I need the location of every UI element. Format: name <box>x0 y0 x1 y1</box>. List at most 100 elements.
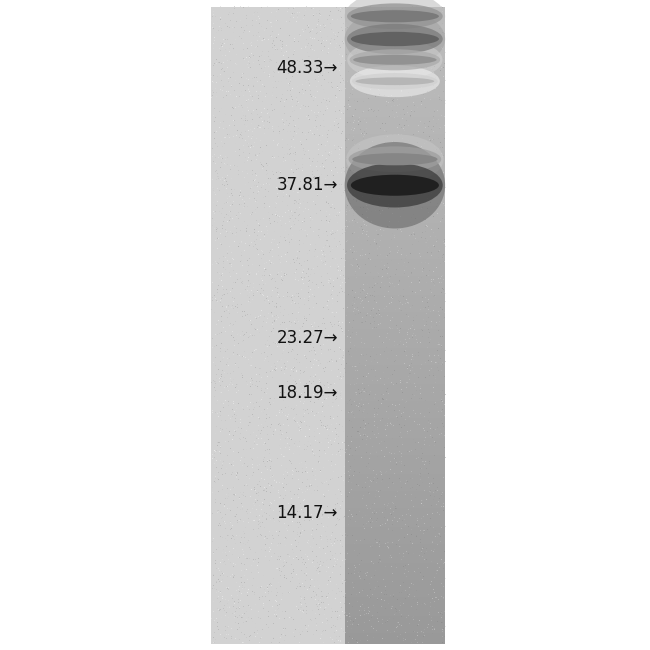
Bar <box>344 399 445 402</box>
Bar <box>344 465 445 467</box>
Bar <box>344 70 445 72</box>
Bar <box>344 28 445 30</box>
Bar <box>344 234 445 236</box>
Bar <box>344 298 445 300</box>
Bar <box>344 268 445 270</box>
Bar <box>344 495 445 497</box>
Bar <box>344 478 445 480</box>
Bar <box>344 140 445 142</box>
Bar <box>344 361 445 363</box>
Bar <box>344 142 445 144</box>
Bar <box>344 506 445 508</box>
Bar <box>344 444 445 446</box>
Bar <box>344 129 445 132</box>
Ellipse shape <box>347 163 443 207</box>
Bar <box>344 8 445 11</box>
Bar <box>344 53 445 55</box>
Bar <box>344 526 445 529</box>
Bar <box>344 57 445 60</box>
Bar <box>344 64 445 66</box>
Bar <box>344 68 445 70</box>
Bar <box>344 211 445 213</box>
Bar <box>344 543 445 546</box>
Bar <box>344 514 445 516</box>
Bar <box>344 109 445 111</box>
Bar <box>344 191 445 193</box>
Bar <box>344 521 445 523</box>
Bar <box>344 637 445 639</box>
Bar <box>344 291 445 293</box>
Bar <box>344 541 445 543</box>
Bar <box>344 540 445 541</box>
Bar <box>344 229 445 231</box>
Bar <box>344 72 445 75</box>
Bar <box>344 25 445 28</box>
Bar <box>344 134 445 136</box>
Bar <box>344 293 445 295</box>
Ellipse shape <box>351 32 439 46</box>
Bar <box>344 107 445 109</box>
Bar <box>344 285 445 287</box>
Bar <box>344 439 445 442</box>
Bar <box>344 124 445 125</box>
Bar <box>344 340 445 342</box>
Bar <box>344 512 445 514</box>
Bar <box>344 13 445 15</box>
Bar <box>344 480 445 482</box>
Bar <box>344 376 445 378</box>
Bar <box>344 155 445 157</box>
Bar <box>344 503 445 506</box>
Bar <box>344 30 445 32</box>
Ellipse shape <box>356 77 434 85</box>
Bar <box>344 554 445 556</box>
Bar <box>344 187 445 189</box>
Bar <box>344 147 445 149</box>
Bar <box>344 612 445 614</box>
Bar <box>344 535 445 538</box>
Bar <box>344 630 445 633</box>
Bar <box>344 32 445 34</box>
Bar <box>344 104 445 107</box>
Text: 14.17→: 14.17→ <box>276 504 338 523</box>
Bar <box>344 533 445 535</box>
Bar <box>344 240 445 242</box>
Bar <box>344 172 445 174</box>
Bar <box>344 121 445 124</box>
Ellipse shape <box>350 66 440 97</box>
Bar <box>344 253 445 255</box>
Bar <box>344 49 445 51</box>
Bar <box>344 408 445 410</box>
Bar <box>344 181 445 183</box>
Bar <box>344 616 445 618</box>
Bar <box>344 20 445 21</box>
Bar <box>344 412 445 414</box>
Bar <box>344 548 445 550</box>
Ellipse shape <box>352 73 437 90</box>
Bar <box>344 308 445 310</box>
Bar <box>344 170 445 172</box>
Bar <box>344 102 445 104</box>
Bar <box>344 248 445 251</box>
Bar <box>344 404 445 406</box>
Bar <box>344 642 445 644</box>
Bar <box>344 47 445 49</box>
Bar <box>344 112 445 115</box>
Bar <box>344 81 445 83</box>
Bar <box>344 463 445 465</box>
Bar <box>344 174 445 176</box>
Bar <box>344 206 445 208</box>
Bar <box>344 380 445 382</box>
Bar <box>344 550 445 552</box>
Bar <box>344 198 445 200</box>
Bar <box>344 419 445 421</box>
Bar <box>344 266 445 268</box>
Ellipse shape <box>344 9 445 69</box>
Bar <box>344 391 445 393</box>
Bar <box>344 575 445 578</box>
Bar <box>344 100 445 102</box>
Bar <box>344 287 445 289</box>
Bar <box>344 599 445 601</box>
Bar <box>344 43 445 45</box>
Bar <box>344 429 445 431</box>
Bar <box>344 157 445 159</box>
